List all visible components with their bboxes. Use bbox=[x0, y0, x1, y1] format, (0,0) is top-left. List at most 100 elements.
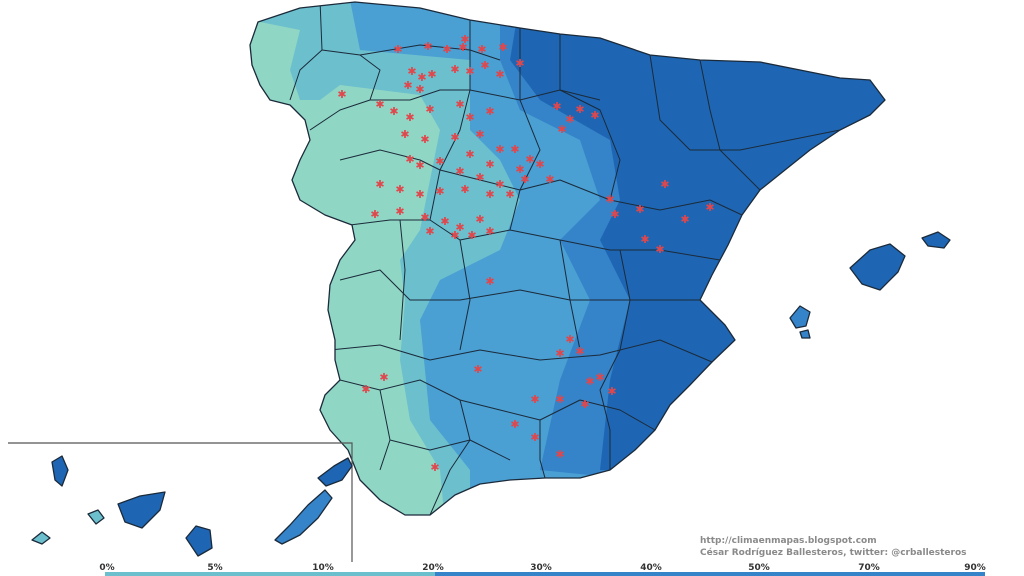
asterisk-marker-icon: ✱ bbox=[495, 143, 504, 156]
asterisk-marker-icon: ✱ bbox=[455, 165, 464, 178]
asterisk-marker-icon: ✱ bbox=[530, 431, 539, 444]
asterisk-marker-icon: ✱ bbox=[415, 188, 424, 201]
province-border bbox=[349, 219, 721, 261]
asterisk-marker-icon: ✱ bbox=[565, 113, 574, 126]
asterisk-marker-icon: ✱ bbox=[375, 178, 384, 191]
asterisk-marker-icon: ✱ bbox=[575, 103, 584, 116]
asterisk-marker-icon: ✱ bbox=[442, 43, 451, 56]
asterisk-marker-icon: ✱ bbox=[389, 105, 398, 118]
asterisk-marker-icon: ✱ bbox=[485, 188, 494, 201]
asterisk-marker-icon: ✱ bbox=[370, 208, 379, 221]
asterisk-marker-icon: ✱ bbox=[525, 153, 534, 166]
asterisk-marker-icon: ✱ bbox=[395, 205, 404, 218]
asterisk-marker-icon: ✱ bbox=[510, 418, 519, 431]
province-border bbox=[309, 49, 381, 131]
legend-tick: 70% bbox=[858, 563, 880, 573]
legend-tick: 90% bbox=[964, 563, 986, 573]
canary-islands-inset bbox=[8, 442, 353, 562]
asterisk-marker-icon: ✱ bbox=[555, 448, 564, 461]
asterisk-marker-icon: ✱ bbox=[520, 173, 529, 186]
gran-canaria bbox=[185, 525, 213, 557]
asterisk-marker-icon: ✱ bbox=[435, 155, 444, 168]
asterisk-marker-icon: ✱ bbox=[477, 43, 486, 56]
asterisk-marker-icon: ✱ bbox=[485, 275, 494, 288]
asterisk-marker-icon: ✱ bbox=[590, 109, 599, 122]
legend-tick: 10% bbox=[312, 563, 334, 573]
asterisk-marker-icon: ✱ bbox=[337, 88, 346, 101]
asterisk-marker-icon: ✱ bbox=[465, 111, 474, 124]
asterisk-marker-icon: ✱ bbox=[455, 221, 464, 234]
asterisk-marker-icon: ✱ bbox=[498, 41, 507, 54]
asterisk-marker-icon: ✱ bbox=[450, 63, 459, 76]
asterisk-marker-icon: ✱ bbox=[460, 33, 469, 46]
asterisk-marker-icon: ✱ bbox=[420, 211, 429, 224]
asterisk-marker-icon: ✱ bbox=[480, 59, 489, 72]
legend-tick: 30% bbox=[530, 563, 552, 573]
asterisk-marker-icon: ✱ bbox=[595, 371, 604, 384]
province-border bbox=[429, 399, 471, 515]
asterisk-marker-icon: ✱ bbox=[495, 178, 504, 191]
asterisk-marker-icon: ✱ bbox=[475, 213, 484, 226]
legend-color-strip bbox=[105, 572, 985, 576]
province-border bbox=[539, 420, 546, 479]
asterisk-marker-icon: ✱ bbox=[610, 208, 619, 221]
legend-tick: 20% bbox=[422, 563, 444, 573]
province-border bbox=[339, 149, 743, 216]
legend-tick: 0% bbox=[99, 563, 115, 573]
asterisk-marker-icon: ✱ bbox=[605, 193, 614, 206]
asterisk-marker-icon: ✱ bbox=[427, 68, 436, 81]
province-border bbox=[389, 439, 511, 461]
asterisk-marker-icon: ✱ bbox=[535, 158, 544, 171]
asterisk-marker-icon: ✱ bbox=[485, 158, 494, 171]
asterisk-marker-icon: ✱ bbox=[640, 233, 649, 246]
tenerife bbox=[117, 491, 166, 529]
asterisk-marker-icon: ✱ bbox=[515, 57, 524, 70]
asterisk-marker-icon: ✱ bbox=[505, 188, 514, 201]
province-border bbox=[339, 379, 656, 431]
asterisk-marker-icon: ✱ bbox=[655, 243, 664, 256]
asterisk-marker-icon: ✱ bbox=[417, 71, 426, 84]
province-border bbox=[509, 28, 541, 231]
province-border bbox=[599, 249, 631, 391]
asterisk-marker-icon: ✱ bbox=[375, 98, 384, 111]
asterisk-marker-icon: ✱ bbox=[475, 128, 484, 141]
asterisk-marker-icon: ✱ bbox=[545, 173, 554, 186]
asterisk-marker-icon: ✱ bbox=[450, 229, 459, 242]
asterisk-marker-icon: ✱ bbox=[425, 103, 434, 116]
peninsula-coastline bbox=[249, 1, 886, 516]
province-border bbox=[599, 389, 611, 470]
asterisk-marker-icon: ✱ bbox=[552, 100, 561, 113]
asterisk-marker-icon: ✱ bbox=[407, 65, 416, 78]
asterisk-marker-icon: ✱ bbox=[475, 171, 484, 184]
legend-tick: 5% bbox=[207, 563, 223, 573]
asterisk-marker-icon: ✱ bbox=[420, 133, 429, 146]
province-border bbox=[289, 2, 323, 101]
asterisk-marker-icon: ✱ bbox=[580, 398, 589, 411]
asterisk-marker-icon: ✱ bbox=[485, 225, 494, 238]
asterisk-marker-icon: ✱ bbox=[405, 153, 414, 166]
station-markers: ✱ ✱ ✱ ✱ ✱ ✱✱✱ ✱ ✱✱ ✱✱ ✱ ✱✱✱✱✱✱ ✱✱ ✱✱ ✱✱ ✱ ✱ ✱✱✱✱✱✱✱ ✱ ✱✱ ✱✱… bbox=[337, 33, 714, 474]
asterisk-marker-icon: ✱ bbox=[400, 128, 409, 141]
asterisk-marker-icon: ✱ bbox=[440, 215, 449, 228]
asterisk-marker-icon: ✱ bbox=[465, 65, 474, 78]
asterisk-marker-icon: ✱ bbox=[435, 185, 444, 198]
asterisk-marker-icon: ✱ bbox=[680, 213, 689, 226]
credits-author: César Rodríguez Ballesteros, twitter: @c… bbox=[700, 548, 967, 558]
asterisk-marker-icon: ✱ bbox=[460, 183, 469, 196]
lanzarote bbox=[317, 457, 353, 487]
balearic-islands bbox=[789, 231, 951, 339]
la-gomera bbox=[87, 509, 105, 525]
province-border bbox=[359, 44, 501, 61]
province-border bbox=[329, 339, 713, 363]
asterisk-marker-icon: ✱ bbox=[450, 131, 459, 144]
legend-tick: 40% bbox=[640, 563, 662, 573]
asterisk-marker-icon: ✱ bbox=[705, 201, 714, 214]
el-hierro bbox=[31, 531, 51, 545]
province-border bbox=[339, 269, 700, 301]
inset-frame bbox=[8, 442, 353, 562]
asterisk-marker-icon: ✱ bbox=[415, 159, 424, 172]
asterisk-marker-icon: ✱ bbox=[557, 123, 566, 136]
asterisk-marker-icon: ✱ bbox=[515, 163, 524, 176]
province-border bbox=[399, 219, 406, 341]
